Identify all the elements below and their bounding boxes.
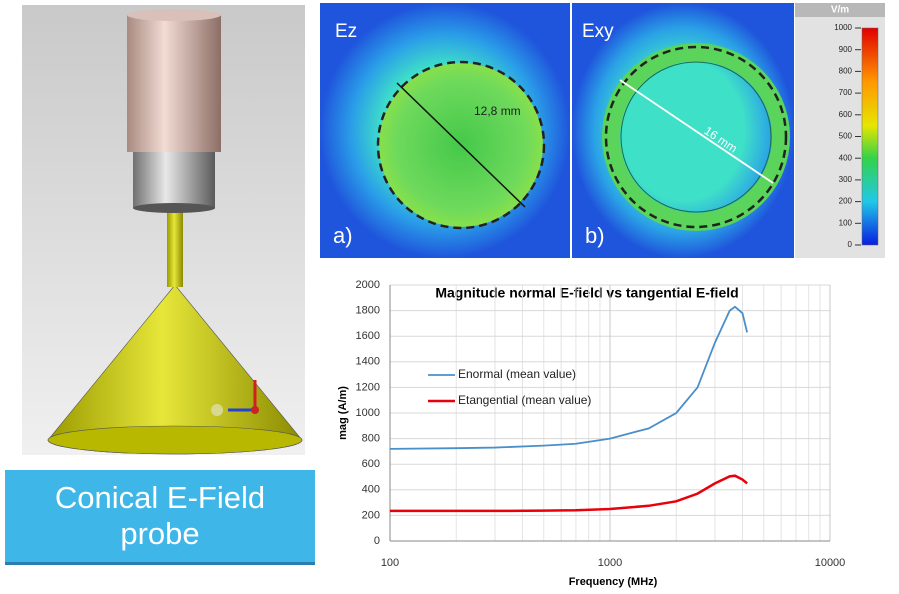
y-tick-label: 800 — [362, 433, 380, 445]
colorbar-tick-label: 700 — [839, 88, 853, 97]
y-tick-label: 200 — [362, 509, 380, 521]
y-tick-label: 1800 — [356, 305, 380, 317]
colorbar-tick-label: 900 — [839, 45, 853, 54]
colorbar-tick-label: 600 — [839, 110, 853, 119]
field-label: Ez — [335, 21, 357, 42]
y-tick-label: 400 — [362, 484, 380, 496]
colorbar-tick-label: 400 — [839, 153, 853, 162]
data-line — [390, 476, 747, 511]
dimension-label: 12,8 mm — [474, 104, 521, 118]
x-tick-label: 100 — [381, 557, 399, 569]
colorbar-tick-label: 0 — [848, 240, 853, 249]
field-label: Exy — [582, 21, 614, 42]
field-map-a: Ez a) 12,8 mm — [320, 3, 570, 258]
y-tick-label: 1000 — [356, 407, 380, 419]
panel-label: b) — [585, 223, 605, 248]
y-tick-label: 2000 — [356, 279, 380, 291]
probe-label: Conical E-Field probe — [35, 480, 285, 552]
field-map-b: Exy b) 16 mm — [572, 3, 794, 258]
y-tick-label: 1600 — [356, 330, 380, 342]
legend-label: Etangential (mean value) — [458, 393, 591, 407]
page: {"probe_label": "Conical E-Field probe",… — [0, 0, 899, 594]
legend-label: Enormal (mean value) — [458, 367, 576, 381]
colorbar-tick-label: 100 — [839, 218, 853, 227]
colorbar-tick-label: 200 — [839, 197, 853, 206]
colorbar-unit: V/m — [831, 5, 849, 16]
panel-label: a) — [333, 223, 353, 248]
y-axis-label: mag (A/m) — [337, 386, 349, 440]
colorbar-tick-label: 500 — [839, 132, 853, 141]
probe-render — [22, 5, 305, 455]
y-tick-label: 1200 — [356, 381, 380, 393]
probe-label-box: Conical E-Field probe — [5, 470, 315, 565]
y-tick-label: 600 — [362, 458, 380, 470]
line-chart: Magnitude normal E-field vs tangential E… — [337, 285, 739, 588]
colorbar-tick-label: 1000 — [834, 23, 852, 32]
chart-title: Magnitude normal E-field vs tangential E… — [435, 285, 738, 301]
x-tick-label: 1000 — [598, 557, 622, 569]
x-axis-label: Frequency (MHz) — [569, 576, 658, 588]
y-tick-label: 1400 — [356, 356, 380, 368]
colorbar-tick-label: 300 — [839, 175, 853, 184]
colorbar-tick-label: 800 — [839, 67, 853, 76]
x-tick-label: 10000 — [815, 557, 846, 569]
y-tick-label: 0 — [374, 535, 380, 547]
